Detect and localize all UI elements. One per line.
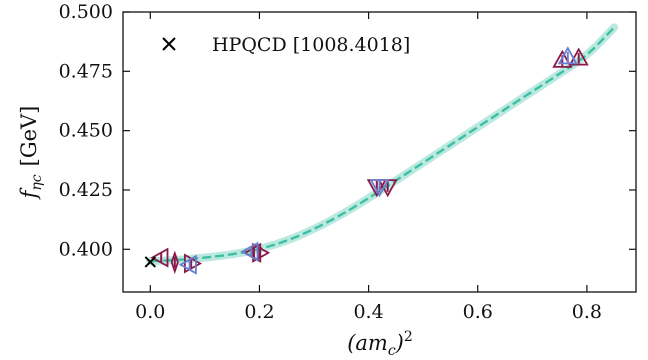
plot-frame — [122, 11, 637, 293]
x-axis-label-sub: c — [388, 343, 396, 359]
data-point-triangle-down — [369, 179, 390, 198]
x-tick-label: 0.0 — [135, 301, 165, 323]
ticks-group: 0.0 0.2 0.4 0.6 0.8 0.400 0.425 0.450 0.475 0.500 — [59, 1, 636, 323]
x-axis-label-base: (am — [347, 331, 388, 355]
legend-label: HPQCD [1008.4018] — [212, 34, 410, 56]
x-tick-label: 0.4 — [353, 301, 383, 323]
fit-line — [150, 26, 616, 263]
data-point-triangle-up — [568, 47, 589, 66]
x-tick-label: 0.6 — [463, 301, 493, 323]
x-axis-label-close: ) — [395, 331, 404, 355]
fit-curve-group — [146, 23, 619, 266]
legend-marker-x — [162, 37, 176, 51]
markers-group — [144, 46, 589, 275]
y-tick-label: 0.425 — [59, 179, 113, 201]
y-tick-label: 0.475 — [59, 60, 113, 82]
data-point-triangle-right — [183, 253, 203, 274]
data-point-triangle-left — [178, 254, 197, 275]
plot-area — [123, 12, 636, 292]
data-point-triangle-left — [240, 241, 259, 262]
x-axis-label: (amc)2 — [347, 329, 413, 359]
y-axis-label-base: f — [17, 187, 41, 200]
y-axis-label-sub: ηc — [29, 174, 45, 190]
y-axis-label: fηc [GeV] — [17, 106, 45, 201]
data-point-triangle-left — [150, 247, 169, 268]
y-tick-label: 0.400 — [59, 238, 113, 260]
y-axis-label-unit: [GeV] — [17, 106, 41, 167]
data-point-triangle-right — [252, 242, 271, 263]
reference-point-x — [144, 256, 157, 268]
data-point-thin-diamond — [170, 250, 179, 275]
data-point-triangle-up — [557, 46, 578, 65]
y-tick-label: 0.450 — [59, 120, 113, 142]
y-tick-label: 0.500 — [59, 1, 113, 23]
x-tick-label: 0.8 — [572, 301, 602, 323]
x-axis-label-sup: 2 — [404, 329, 413, 345]
legend: HPQCD [1008.4018] — [162, 34, 410, 56]
x-tick-label: 0.2 — [244, 301, 274, 323]
